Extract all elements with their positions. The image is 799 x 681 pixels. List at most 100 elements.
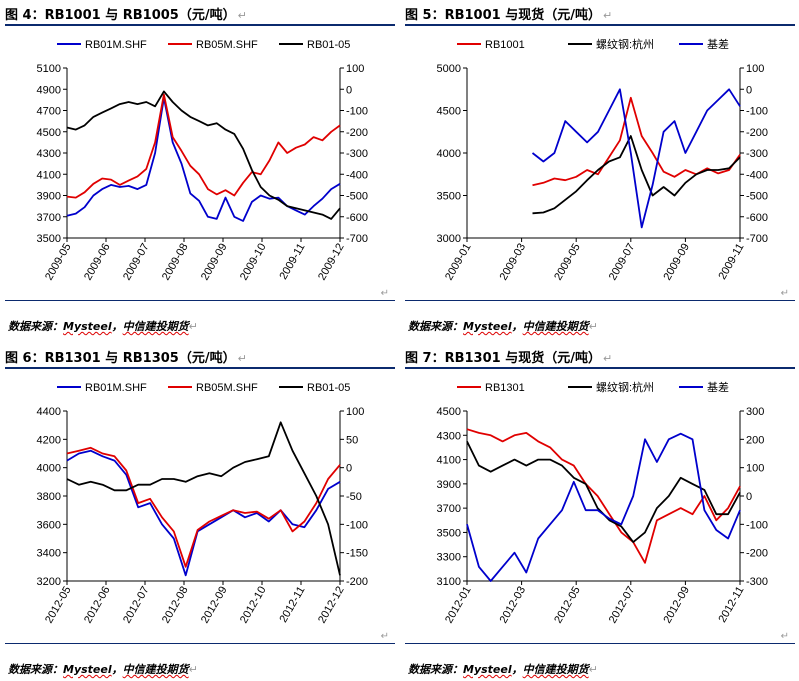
right-tick-label: 100 — [346, 63, 364, 75]
series-line — [466, 432, 741, 582]
x-tick-label: 2009-09 — [199, 242, 230, 283]
left-tick-label: 4300 — [437, 430, 461, 442]
series-line — [66, 446, 341, 568]
left-tick-label: 4000 — [37, 463, 61, 475]
left-tick-label: 4500 — [437, 406, 461, 418]
left-tick-label: 5100 — [37, 63, 61, 75]
right-tick-label: -100 — [746, 106, 768, 118]
right-tick-label: 100 — [746, 463, 764, 475]
x-tick-label: 2012-03 — [498, 585, 529, 626]
legend-label: RB01-05 — [307, 39, 350, 51]
legend-label: 基差 — [707, 380, 729, 394]
source-note: 数据来源：Mysteel，中信建投期货↵ — [8, 663, 198, 676]
x-tick-label: 2012-08 — [160, 585, 191, 626]
bottom-rule — [5, 300, 395, 301]
bottom-rule — [405, 643, 795, 644]
x-tick-label: 2012-11 — [277, 585, 307, 625]
series-line — [466, 428, 741, 564]
left-tick-label: 4500 — [37, 127, 61, 139]
right-tick-label: -300 — [346, 148, 368, 160]
legend-label: RB1301 — [485, 382, 525, 394]
left-tick-label: 4400 — [37, 406, 61, 418]
series-line — [66, 93, 341, 199]
right-tick-label: -300 — [746, 148, 768, 160]
right-tick-label: 200 — [746, 434, 764, 446]
line-chart-rb1301-spot: 3100 3300 3500 3700 3900 4100 4300 4500 -300 -200… — [437, 380, 769, 626]
x-tick-label: 2012-12 — [316, 585, 347, 626]
right-tick-label: 50 — [346, 434, 358, 446]
line-chart-rb1001-rb1005: 3500 3700 3900 4100 4300 4500 4700 4900 5100 -700… — [37, 39, 369, 283]
x-tick-label: 2012-11 — [716, 585, 746, 625]
x-tick-label: 2012-07 — [607, 585, 638, 626]
right-tick-label: -200 — [346, 576, 368, 588]
series-line — [66, 96, 341, 222]
return-mark: ↵ — [380, 288, 389, 299]
right-tick-label: -100 — [746, 519, 768, 531]
left-tick-label: 4300 — [37, 148, 61, 160]
series-line — [532, 96, 741, 187]
legend-label: RB05M.SHF — [196, 39, 258, 51]
bottom-rule — [5, 643, 395, 644]
right-tick-label: -150 — [346, 548, 368, 560]
right-tick-label: -500 — [346, 191, 368, 203]
right-tick-label: -200 — [346, 127, 368, 139]
left-tick-label: 3500 — [437, 527, 461, 539]
figure-title: 图 4：RB1001 与 RB1005（元/吨） ↵ — [5, 8, 247, 23]
right-tick-label: 0 — [746, 84, 752, 96]
bottom-rule — [405, 300, 795, 301]
x-tick-label: 2012-09 — [661, 585, 692, 626]
x-tick-label: 2009-10 — [238, 242, 269, 283]
x-tick-label: 2012-06 — [82, 585, 113, 626]
series-line — [66, 449, 341, 577]
title-rule — [5, 24, 395, 26]
right-tick-label: 100 — [746, 63, 764, 75]
left-tick-label: 3500 — [37, 233, 61, 245]
return-mark: ↵ — [780, 631, 789, 642]
legend-label: 螺纹钢:杭州 — [596, 37, 654, 51]
right-tick-label: 300 — [746, 406, 764, 418]
right-tick-label: 0 — [746, 491, 752, 503]
left-tick-label: 3900 — [37, 191, 61, 203]
right-tick-label: 0 — [346, 84, 352, 96]
legend-label: RB01-05 — [307, 382, 350, 394]
title-rule — [5, 367, 395, 369]
x-tick-label: 2009-07 — [607, 241, 638, 282]
left-tick-label: 5000 — [437, 63, 461, 75]
left-tick-label: 3400 — [37, 548, 61, 560]
left-tick-label: 3500 — [437, 191, 461, 203]
right-tick-label: -300 — [746, 576, 768, 588]
series-line — [532, 135, 741, 215]
x-tick-label: 2012-10 — [238, 585, 269, 626]
title-rule — [405, 367, 795, 369]
series-line — [66, 421, 341, 576]
x-tick-label: 2009-11 — [716, 242, 746, 282]
source-note: 数据来源：Mysteel，中信建投期货↵ — [408, 663, 598, 676]
left-tick-label: 3100 — [437, 576, 461, 588]
title-rule — [405, 24, 795, 26]
series-line — [466, 441, 741, 543]
figure-title: 图 7：RB1301 与现货（元/吨） ↵ — [405, 351, 613, 366]
left-tick-label: 4500 — [437, 106, 461, 118]
source-note: 数据来源：Mysteel，中信建投期货↵ — [408, 320, 598, 333]
x-tick-label: 2012-01 — [443, 585, 474, 626]
line-chart-rb1001-spot: 3000 3500 4000 4500 5000 -700 -600 -500 -400 -300… — [437, 37, 769, 283]
left-tick-label: 3700 — [37, 212, 61, 224]
right-tick-label: -50 — [346, 491, 362, 503]
x-tick-label: 2009-05 — [552, 242, 583, 283]
legend-label: 基差 — [707, 37, 729, 51]
left-tick-label: 3600 — [37, 519, 61, 531]
right-tick-label: -100 — [346, 519, 368, 531]
right-tick-label: -600 — [346, 212, 368, 224]
right-tick-label: -100 — [346, 106, 368, 118]
left-tick-label: 3800 — [37, 491, 61, 503]
x-tick-label: 2009-03 — [498, 242, 529, 283]
left-tick-label: 4100 — [37, 169, 61, 181]
left-tick-label: 4900 — [37, 84, 61, 96]
legend-label: 螺纹钢:杭州 — [596, 380, 654, 394]
x-tick-label: 2012-07 — [121, 585, 152, 626]
x-tick-label: 2012-05 — [552, 585, 583, 626]
left-tick-label: 3300 — [437, 552, 461, 564]
return-mark: ↵ — [380, 631, 389, 642]
left-tick-label: 4000 — [437, 148, 461, 160]
x-tick-label: 2009-05 — [43, 242, 74, 283]
